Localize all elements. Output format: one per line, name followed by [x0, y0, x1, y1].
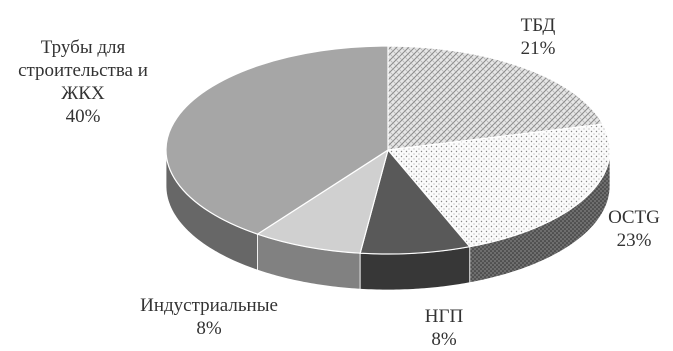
slice-label-name: НГП: [424, 306, 464, 327]
pie-sides: [165, 149, 611, 291]
slice-label-name: Индустриальные: [140, 295, 278, 316]
pie-slice-5: [165, 45, 389, 235]
pie-slice-1: [387, 45, 604, 151]
slice-label-name: OCTG: [608, 207, 660, 228]
slice-label-ngp: НГП 8%: [404, 305, 484, 351]
slice-label-value: 8%: [431, 329, 457, 350]
pie-slice-3: [359, 148, 471, 255]
pie-tops: [165, 45, 611, 255]
pie-slice-4: [256, 148, 389, 254]
pie-slice-2: [386, 123, 611, 248]
slice-label-value: 21%: [520, 38, 556, 59]
slice-label-value: 8%: [196, 318, 222, 339]
slice-label-name: ТБД: [520, 15, 556, 36]
slice-label-name-line3: ЖКХ: [61, 83, 105, 104]
slice-label-value: 40%: [65, 106, 101, 127]
slice-label-construction: Трубы для строительства и ЖКХ 40%: [0, 36, 166, 128]
slice-label-industrial: Индустриальные 8%: [114, 294, 304, 340]
slice-label-name-line2: строительства и: [18, 60, 148, 81]
slice-label-name-line1: Трубы для: [40, 37, 126, 58]
slice-label-value: 23%: [616, 230, 652, 251]
slice-label-octg: OCTG 23%: [596, 206, 672, 252]
slice-label-tbd: ТБД 21%: [498, 14, 578, 60]
